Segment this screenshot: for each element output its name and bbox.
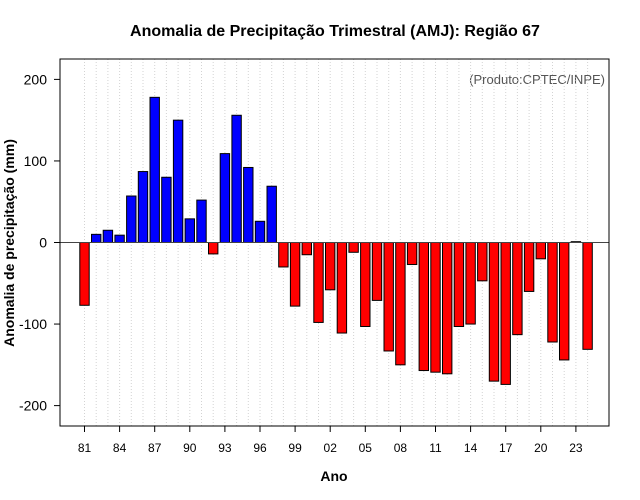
bar-2021 (547, 242, 558, 343)
x-tick-label: 17 (499, 441, 513, 455)
x-tick-label: 93 (218, 441, 232, 455)
bar-1997 (266, 185, 277, 244)
x-tick-label: 08 (394, 441, 408, 455)
bar-2007 (383, 242, 394, 352)
bar-1990 (184, 218, 196, 244)
bar-2014 (465, 242, 476, 325)
bar-1982 (91, 233, 102, 244)
credit-text: (Produto:CPTEC/INPE) (469, 72, 605, 87)
bar-2000 (301, 242, 313, 256)
bar-1999 (289, 242, 301, 307)
bar-2017 (500, 242, 511, 385)
x-tick-label: 87 (148, 441, 162, 455)
bars (79, 96, 593, 385)
y-tick-label: -200 (19, 398, 47, 414)
bar-1998 (278, 242, 289, 268)
bar-2008 (395, 242, 406, 366)
x-tick-label: 23 (569, 441, 583, 455)
x-axis-label: Ano (320, 468, 347, 484)
bar-1988 (161, 176, 172, 243)
bar-1985 (126, 195, 137, 244)
bar-2016 (488, 242, 500, 382)
bar-2012 (442, 242, 453, 375)
bar-1993 (219, 153, 231, 243)
bar-2002 (325, 242, 336, 291)
x-tick-label: 05 (359, 441, 373, 455)
bar-2011 (430, 242, 441, 373)
y-tick-label: -100 (19, 316, 47, 332)
bar-2015 (477, 242, 488, 282)
axes: -200 -100 0 100 200 81 84 87 90 93 96 99 02 05 08 11 14 1… (19, 58, 610, 455)
bar-1981 (79, 242, 90, 306)
bar-1983 (102, 229, 114, 243)
x-tick-label: 84 (113, 441, 127, 455)
bar-1992 (208, 242, 219, 255)
bar-1989 (172, 119, 184, 243)
bar-2020 (535, 242, 546, 260)
x-tick-label: 96 (253, 441, 267, 455)
bar-2009 (406, 242, 418, 266)
x-tick-label: 02 (324, 441, 338, 455)
bar-1995 (243, 166, 254, 243)
bar-2004 (348, 242, 359, 253)
bar-2024 (582, 242, 593, 350)
x-tick-label: 81 (78, 441, 92, 455)
bar-2010 (418, 242, 430, 372)
bar-2022 (559, 242, 570, 361)
x-tick-label: 90 (183, 441, 197, 455)
bar-1994 (231, 114, 242, 243)
bar-2006 (371, 242, 383, 301)
x-tick-label: 20 (534, 441, 548, 455)
bar-1987 (149, 96, 160, 243)
x-tick-label: 99 (288, 441, 302, 455)
bar-1986 (137, 171, 149, 243)
bar-2019 (523, 242, 535, 292)
bar-2013 (453, 242, 465, 328)
x-tick-label: 14 (464, 441, 478, 455)
bar-2003 (336, 242, 348, 334)
bar-2005 (360, 242, 371, 328)
bar-1984 (114, 234, 125, 244)
y-tick-label: 0 (39, 235, 47, 251)
bar-2001 (313, 242, 324, 323)
y-axis-label: Anomalia de precipitação (mm) (1, 139, 17, 347)
x-tick-label: 11 (429, 441, 442, 455)
y-tick-label: 200 (24, 71, 48, 87)
bar-2018 (512, 242, 523, 336)
chart-title: Anomalia de Precipitação Trimestral (AMJ… (130, 23, 540, 40)
bar-1996 (254, 220, 266, 244)
y-tick-label: 100 (24, 153, 48, 169)
bar-1991 (196, 199, 207, 243)
